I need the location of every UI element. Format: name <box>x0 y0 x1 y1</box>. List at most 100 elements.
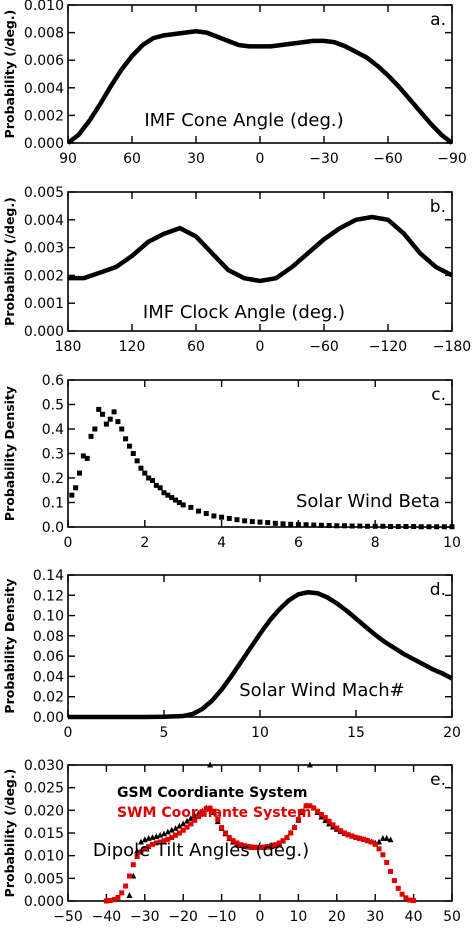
y-tick-label: 0.5 <box>42 398 64 414</box>
panel-c: 0 2 4 6 8 10 0.0 0.1 0.2 0.3 0.4 0.5 0.6 Probability … <box>2 373 461 551</box>
y-tick-label: 0.0 <box>42 520 64 536</box>
y-tick-label: 0.002 <box>24 108 64 124</box>
data-point <box>376 846 382 852</box>
x-tick-label: −30 <box>309 151 339 167</box>
panel-letter: d. <box>430 580 446 600</box>
panel-annotation: Solar Wind Beta <box>296 491 440 512</box>
data-point <box>107 898 113 904</box>
data-point <box>326 523 332 529</box>
y-tick-label: 0.015 <box>24 826 64 842</box>
data-point <box>272 842 278 848</box>
data-point <box>211 808 217 814</box>
data-point <box>149 477 155 483</box>
panel-annotation: Dipole Tilt Angles (deg.) <box>93 840 309 861</box>
data-point <box>349 523 355 529</box>
data-point <box>149 841 155 847</box>
data-point <box>311 805 317 811</box>
panel-letter: b. <box>430 197 446 217</box>
data-point <box>196 508 202 514</box>
data-point <box>169 495 175 501</box>
data-point <box>230 838 236 844</box>
data-point <box>280 838 286 844</box>
y-tick-label: 0.4 <box>42 422 64 438</box>
data-point <box>322 815 328 821</box>
data-point <box>119 890 125 896</box>
data-point <box>257 519 263 525</box>
data-point <box>388 524 394 530</box>
y-tick-label: 0.6 <box>42 373 64 389</box>
x-tick-label: 2 <box>140 535 149 551</box>
data-point <box>257 845 263 851</box>
data-point <box>372 523 378 529</box>
data-point <box>180 827 186 833</box>
data-point <box>130 862 136 868</box>
data-point <box>100 411 106 417</box>
data-point <box>449 524 455 530</box>
data-point <box>165 492 171 498</box>
data-point <box>172 825 179 831</box>
data-point <box>146 475 152 481</box>
data-point <box>111 409 117 415</box>
data-point <box>130 451 136 456</box>
data-point <box>164 828 171 835</box>
panel-a: 90 60 30 0 −30 −60 −90 0.000 0.002 0.004 0.006 0.00… <box>2 0 467 167</box>
x-tick-label: 180 <box>55 339 82 355</box>
data-point <box>184 824 190 830</box>
data-point <box>311 522 317 528</box>
data-point <box>357 835 363 841</box>
data-point <box>338 828 344 834</box>
data-point <box>134 458 140 464</box>
data-point <box>418 524 424 530</box>
data-point <box>96 406 102 412</box>
x-tick-label: 0 <box>256 151 265 167</box>
data-point <box>238 842 244 848</box>
data-point <box>161 830 167 837</box>
data-point <box>261 844 267 850</box>
data-point <box>169 835 175 841</box>
x-tick-label: 30 <box>366 909 384 925</box>
data-point <box>288 521 294 527</box>
data-point <box>403 524 409 530</box>
data-point <box>384 859 390 865</box>
y-tick-label: 0.003 <box>24 241 64 257</box>
data-point <box>411 524 417 530</box>
data-point <box>292 825 298 831</box>
legend-entry: GSM Coordiante System <box>117 785 307 801</box>
data-point <box>103 421 109 427</box>
data-point <box>176 822 183 829</box>
x-tick-label: 20 <box>443 725 461 741</box>
y-tick-label: 0.001 <box>24 296 64 312</box>
data-point <box>69 492 75 498</box>
data-point <box>388 869 394 875</box>
panel-annotation: IMF Clock Angle (deg.) <box>143 302 345 323</box>
panel-e: −50 −40 −30 −20 −10 0 10 20 30 40 50 0.000 0.005 0.01… <box>2 758 461 925</box>
data-point <box>92 426 98 432</box>
x-tick-label: −120 <box>369 339 407 355</box>
data-point <box>138 465 144 471</box>
data-point <box>269 843 275 849</box>
x-tick-label: 20 <box>328 909 346 925</box>
x-tick-label: 10 <box>289 909 307 925</box>
data-point <box>115 419 121 425</box>
data-point <box>157 839 163 845</box>
y-tick-label: 0.002 <box>24 268 64 284</box>
x-tick-label: −60 <box>373 151 403 167</box>
x-tick-label: 0 <box>256 339 265 355</box>
data-point <box>188 821 194 827</box>
data-point <box>353 835 359 841</box>
data-point <box>196 814 202 820</box>
data-point <box>284 835 290 841</box>
x-tick-label: 6 <box>294 535 303 551</box>
x-tick-label: 90 <box>59 151 77 167</box>
x-tick-label: 0 <box>64 535 73 551</box>
data-point <box>361 836 367 842</box>
data-point <box>211 513 217 519</box>
series-1 <box>103 803 417 904</box>
data-point <box>161 838 167 844</box>
data-point <box>395 885 401 891</box>
data-point <box>192 817 198 823</box>
data-point <box>357 523 363 529</box>
y-tick-label: 0.14 <box>33 568 64 584</box>
series-0 <box>69 406 455 530</box>
panel-letter: c. <box>431 385 446 405</box>
